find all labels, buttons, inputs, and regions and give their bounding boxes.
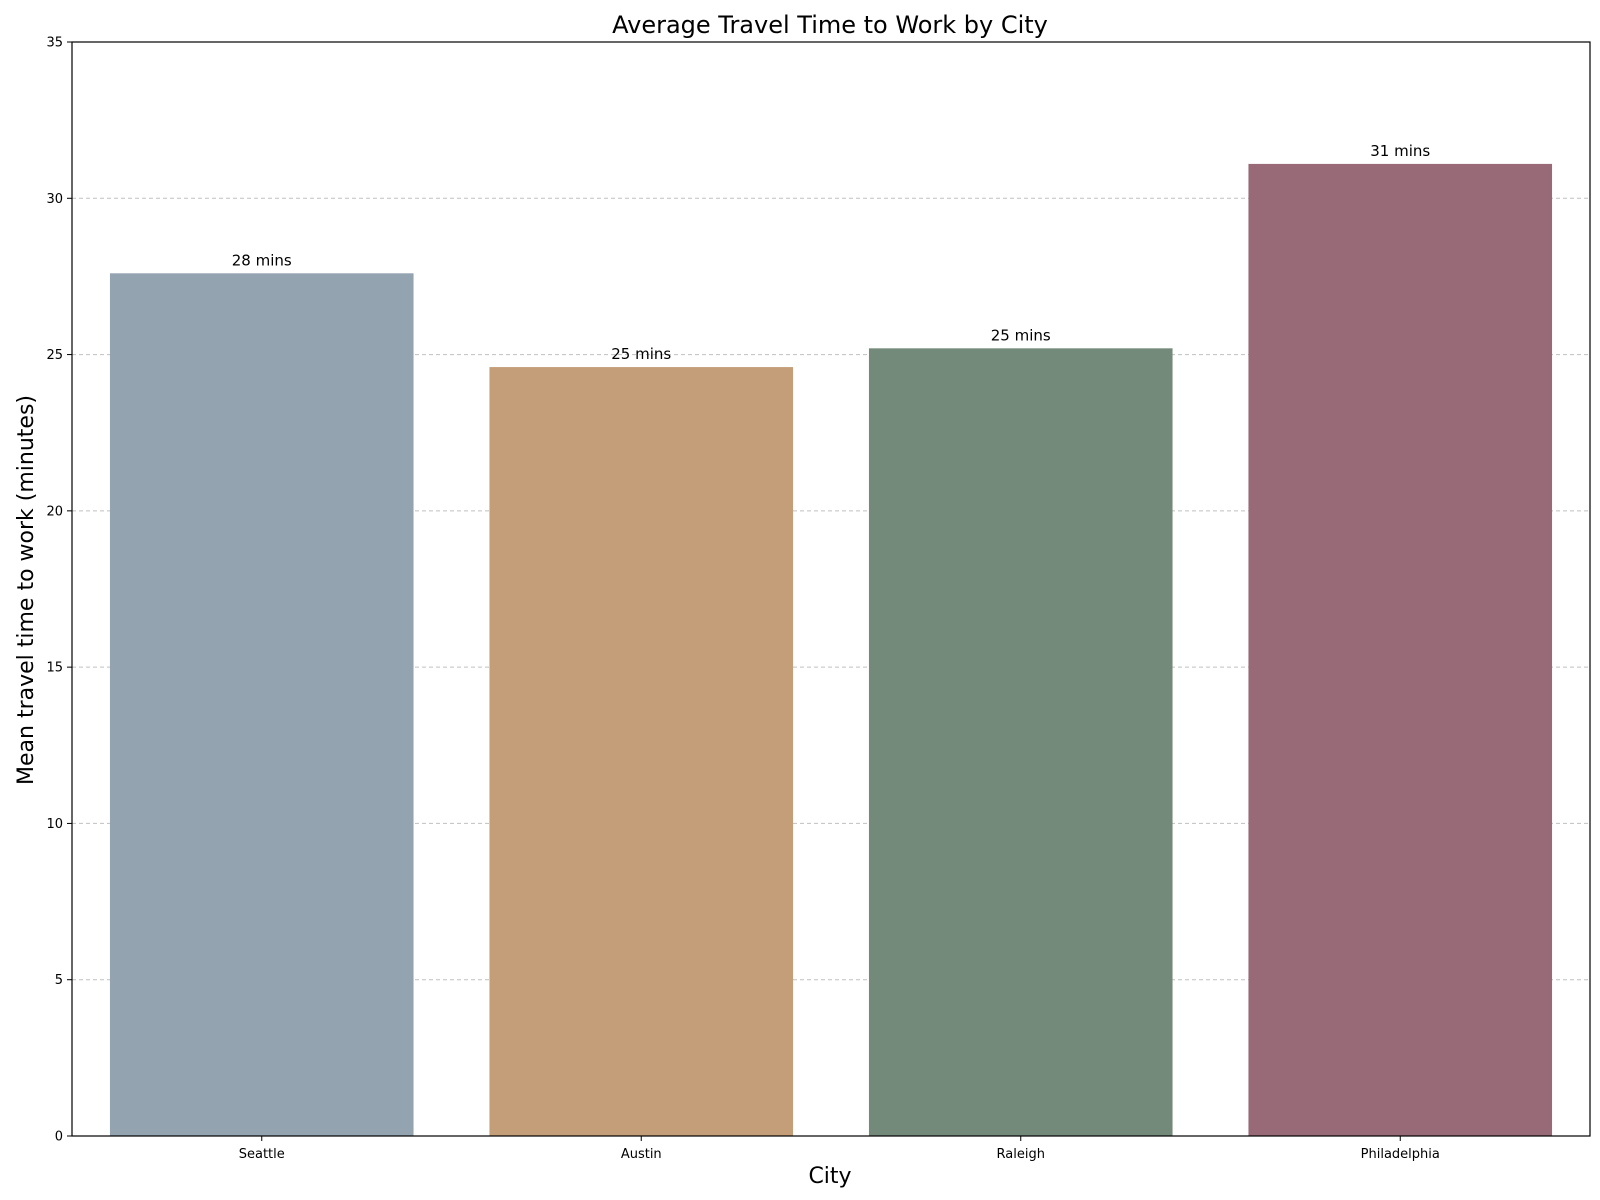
plot-area-frame [71, 41, 1591, 1137]
x-axis-label: City [808, 1164, 851, 1189]
bars [109, 163, 1553, 1137]
y-tick-label: 20 [46, 504, 63, 519]
data-labels: 28 mins 25 mins 25 mins 31 mins [232, 142, 1431, 363]
x-axis-ticks: Seattle Austin Raleigh Philadelphia [239, 1136, 1440, 1162]
y-tick-label: 30 [46, 192, 63, 207]
y-tick-label: 35 [46, 36, 63, 51]
data-label-austin: 25 mins [611, 345, 671, 363]
chart-title: Average Travel Time to Work by City [612, 11, 1048, 39]
data-label-seattle: 28 mins [232, 251, 292, 269]
y-tick-label: 15 [46, 661, 63, 676]
data-label-raleigh: 25 mins [991, 326, 1051, 344]
bar-seattle [109, 273, 414, 1136]
x-tick-label: Austin [621, 1147, 662, 1162]
bar-raleigh [868, 348, 1173, 1136]
data-label-philadelphia: 31 mins [1370, 142, 1430, 160]
y-tick-label: 25 [46, 348, 63, 363]
y-tick-label: 5 [55, 973, 63, 988]
bar-austin [489, 367, 794, 1136]
y-axis-ticks: 0 5 10 15 20 25 30 35 [46, 36, 72, 1145]
y-axis-label: Mean travel time to work (minutes) [14, 395, 39, 785]
y-tick-label: 0 [55, 1130, 63, 1145]
bar-philadelphia [1248, 163, 1553, 1137]
x-tick-label: Philadelphia [1361, 1147, 1440, 1162]
x-tick-label: Seattle [239, 1147, 285, 1162]
y-tick-label: 10 [46, 817, 63, 832]
x-tick-label: Raleigh [997, 1147, 1045, 1162]
